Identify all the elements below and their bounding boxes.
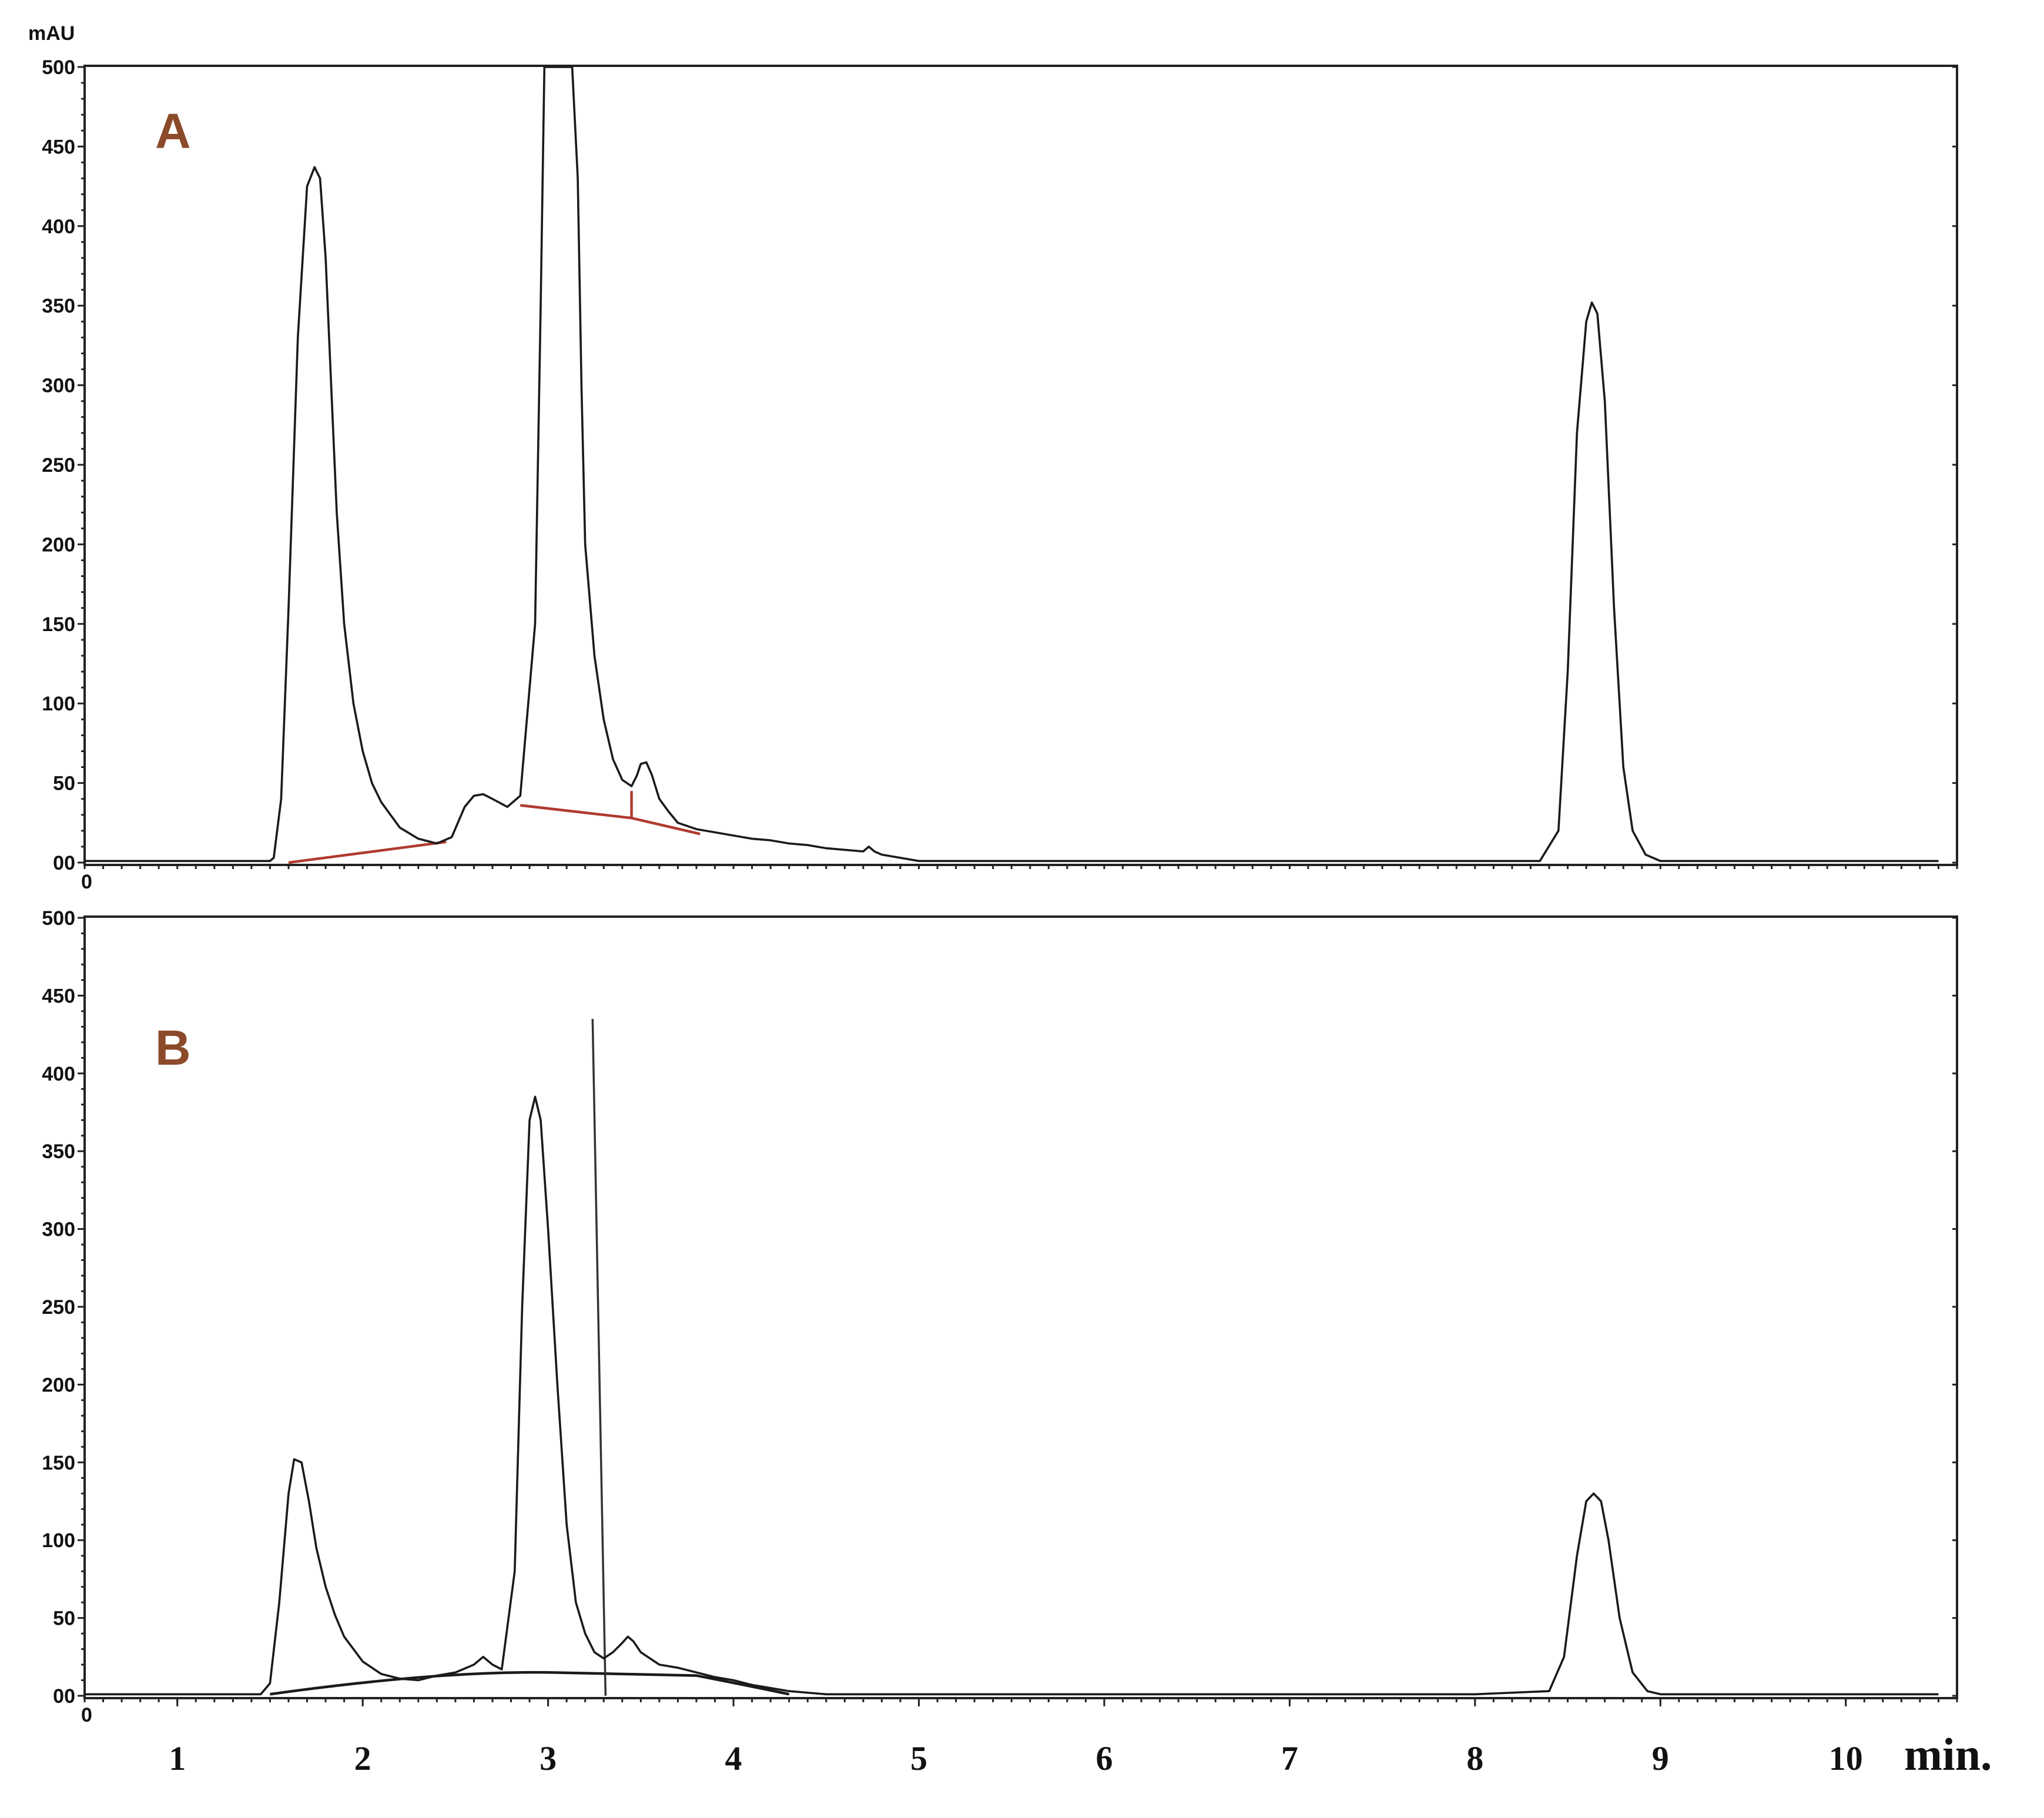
panel-a-integration-baseline-2 — [520, 804, 701, 836]
x-tick-label: 4 — [725, 1739, 742, 1777]
panel-a-integration-baseline-1 — [288, 840, 447, 864]
panel-a: A 00 50 100 150 200 250 300 350 400 450 500 0 — [42, 56, 1958, 893]
panel-a-y-tick-label: 00 — [53, 852, 75, 874]
x-tick-label: 5 — [910, 1739, 927, 1777]
panel-b-x-origin-label: 0 — [81, 1704, 92, 1726]
x-axis: 1 2 3 4 5 6 7 8 9 10 — [169, 1698, 1863, 1777]
panel-b-integration-baseline — [270, 1671, 790, 1696]
panel-b-chromatogram-trace — [85, 1095, 1939, 1696]
panel-a-y-tick-label: 150 — [42, 613, 75, 636]
panel-a-x-origin-label: 0 — [81, 871, 92, 893]
panel-b-y-axis: 00 50 100 150 200 250 300 350 400 450 500 — [42, 907, 1958, 1708]
y-unit-label: mAU — [28, 22, 75, 45]
panel-b-vertical-marker-line — [591, 1019, 607, 1696]
panel-a-y-tick-label: 400 — [42, 216, 75, 238]
panel-b-y-tick-label: 00 — [53, 1685, 75, 1708]
panel-b-y-tick-label: 300 — [42, 1219, 75, 1241]
x-tick-label: 6 — [1095, 1739, 1113, 1777]
panel-a-y-tick-label: 50 — [53, 773, 75, 795]
panel-a-y-tick-label: 500 — [42, 56, 75, 79]
panel-a-y-tick-label: 100 — [42, 693, 75, 715]
panel-a-y-tick-label: 350 — [42, 295, 75, 317]
panel-b-frame — [83, 915, 1958, 1699]
x-tick-label: 7 — [1281, 1739, 1298, 1777]
panel-a-y-tick-label: 200 — [42, 534, 75, 556]
panel-b-label: B — [155, 1020, 191, 1075]
panel-a-y-tick-label: 450 — [42, 136, 75, 158]
x-tick-label: 1 — [169, 1739, 186, 1777]
panel-a-frame — [83, 65, 1958, 866]
panel-b-y-tick-label: 250 — [42, 1296, 75, 1319]
panel-a-y-axis: 00 50 100 150 200 250 300 350 400 450 500 — [42, 56, 1958, 874]
panel-b-y-tick-label: 500 — [42, 907, 75, 930]
panel-a-label: A — [155, 103, 191, 159]
panel-b-y-tick-label: 350 — [42, 1141, 75, 1163]
x-tick-label: 10 — [1829, 1739, 1863, 1777]
panel-a-y-tick-label: 300 — [42, 375, 75, 397]
panel-a-y-tick-label: 250 — [42, 454, 75, 477]
panel-b-y-tick-label: 400 — [42, 1063, 75, 1085]
panel-b-y-tick-label: 450 — [42, 985, 75, 1007]
panel-b-y-tick-label: 200 — [42, 1374, 75, 1396]
x-tick-label: 3 — [540, 1739, 557, 1777]
x-tick-label: 9 — [1652, 1739, 1669, 1777]
x-tick-label: 2 — [354, 1739, 371, 1777]
panel-b-y-tick-label: 50 — [53, 1608, 75, 1630]
panel-b-y-tick-label: 100 — [42, 1529, 75, 1552]
panel-a-chromatogram-trace — [85, 66, 1939, 863]
x-unit-label: min. — [1904, 1729, 1992, 1780]
x-tick-label: 8 — [1466, 1739, 1483, 1777]
panel-b: B 00 50 100 150 200 250 300 350 400 450 500 0 1 2 3 4… — [42, 907, 1958, 1777]
panel-b-y-tick-label: 150 — [42, 1452, 75, 1474]
